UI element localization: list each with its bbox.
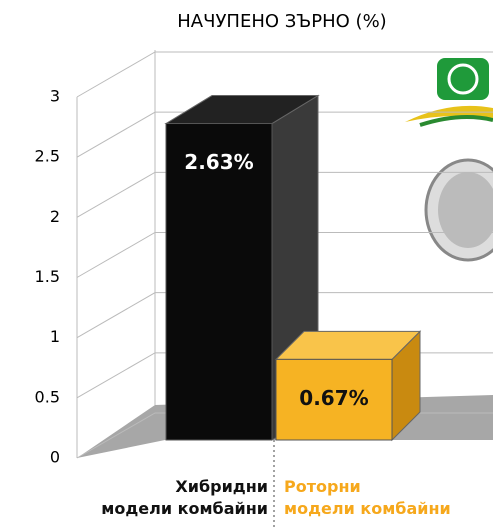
chart-title: НАЧУПЕНО ЗЪРНО (%) [177,11,386,32]
y-tick-label: 0.5 [35,387,60,406]
value-label: 0.67% [299,386,368,410]
y-tick-label: 1.5 [35,267,60,286]
chart: НАЧУПЕНО ЗЪРНО (%) 0 0.5 1 1.5 2 2.5 3 2.63% 0.6… [0,0,493,527]
category-label: Роторни модели комбайни [284,476,451,520]
page: НАЧУПЕНО ЗЪРНО (%) 0 0.5 1 1.5 2 2.5 3 2.63% 0.6… [0,0,493,527]
y-tick-label: 2.5 [35,147,60,166]
y-tick-label: 1 [50,327,60,346]
value-label: 2.63% [184,150,253,174]
y-tick-label: 3 [50,87,60,106]
y-tick-label: 0 [50,448,60,467]
dlg-logo [405,58,493,260]
category-label: Хибридни модели комбайни [101,476,268,520]
y-tick-label: 2 [50,207,60,226]
grid-line [77,52,493,97]
